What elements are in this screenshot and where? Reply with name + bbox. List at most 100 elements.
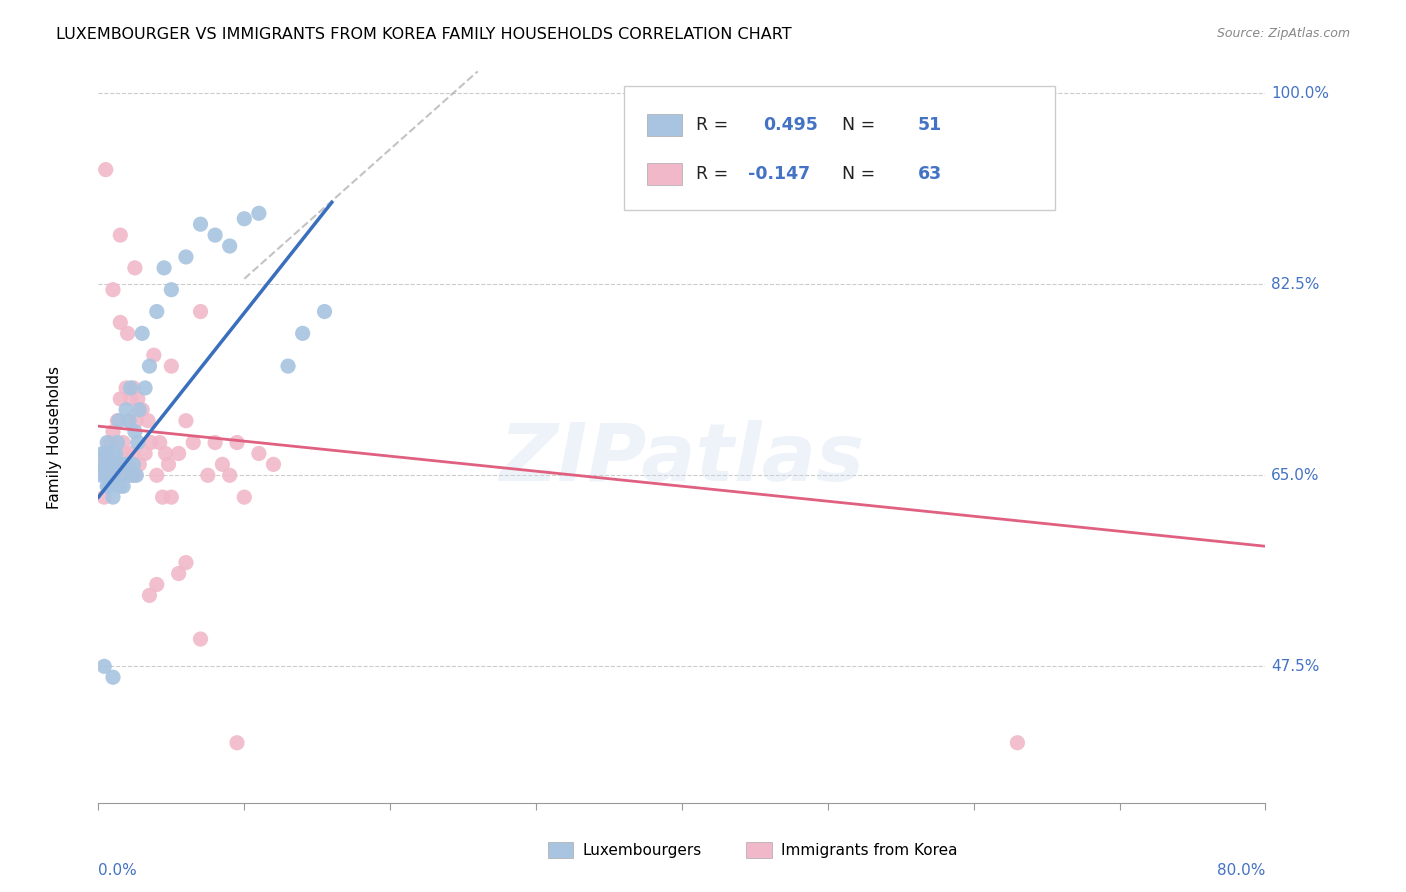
Point xyxy=(174,414,197,428)
Point xyxy=(111,468,134,483)
Text: Source: ZipAtlas.com: Source: ZipAtlas.com xyxy=(1216,27,1350,40)
Point xyxy=(101,425,124,439)
Text: 0.495: 0.495 xyxy=(763,116,818,134)
Point xyxy=(117,458,139,472)
Text: 65.0%: 65.0% xyxy=(1271,467,1320,483)
Point xyxy=(277,359,299,373)
Text: 51: 51 xyxy=(918,116,942,134)
Point xyxy=(167,446,190,460)
FancyBboxPatch shape xyxy=(624,86,1056,211)
Point xyxy=(105,414,128,428)
Point xyxy=(247,206,270,220)
Point xyxy=(103,468,125,483)
Point xyxy=(139,435,162,450)
Point xyxy=(124,260,146,275)
Point xyxy=(112,435,135,450)
Point xyxy=(149,435,172,450)
Point xyxy=(167,566,190,581)
Point xyxy=(218,468,240,483)
Point xyxy=(103,468,125,483)
Point xyxy=(97,458,120,472)
Point xyxy=(110,458,132,472)
Point xyxy=(112,479,135,493)
Text: LUXEMBOURGER VS IMMIGRANTS FROM KOREA FAMILY HOUSEHOLDS CORRELATION CHART: LUXEMBOURGER VS IMMIGRANTS FROM KOREA FA… xyxy=(56,27,792,42)
Text: 47.5%: 47.5% xyxy=(1271,659,1320,673)
Text: N =: N = xyxy=(842,116,880,134)
Point xyxy=(174,556,197,570)
Point xyxy=(100,468,122,483)
Point xyxy=(134,446,156,460)
Point xyxy=(174,250,197,264)
Point xyxy=(118,414,141,428)
Point xyxy=(138,359,160,373)
Point xyxy=(94,446,117,460)
Point xyxy=(94,468,117,483)
Point xyxy=(314,304,336,318)
Point xyxy=(190,304,212,318)
Text: Family Households: Family Households xyxy=(46,366,62,508)
Text: 0.0%: 0.0% xyxy=(98,863,138,878)
Point xyxy=(117,326,139,341)
Point xyxy=(101,490,124,504)
Point xyxy=(152,490,174,504)
Text: R =: R = xyxy=(696,165,734,183)
Text: -0.147: -0.147 xyxy=(748,165,810,183)
Point xyxy=(218,239,240,253)
Point xyxy=(160,490,183,504)
Point xyxy=(155,446,177,460)
Point xyxy=(93,490,115,504)
Point xyxy=(125,468,148,483)
Point xyxy=(153,260,176,275)
Point xyxy=(124,468,146,483)
Point xyxy=(91,446,114,460)
Text: 100.0%: 100.0% xyxy=(1271,86,1329,101)
Point xyxy=(122,381,145,395)
Point xyxy=(204,435,226,450)
Point xyxy=(181,435,204,450)
Point xyxy=(125,414,148,428)
Point xyxy=(136,414,159,428)
Text: Luxembourgers: Luxembourgers xyxy=(582,843,702,858)
Point xyxy=(127,392,149,406)
Point xyxy=(204,228,226,243)
Point xyxy=(94,162,117,177)
Point xyxy=(211,458,233,472)
Point xyxy=(131,326,153,341)
Point xyxy=(263,458,285,472)
Point xyxy=(1007,736,1029,750)
Point xyxy=(100,458,122,472)
Point xyxy=(97,458,120,472)
Point xyxy=(157,458,180,472)
Point xyxy=(90,468,112,483)
Point xyxy=(233,211,256,226)
Point xyxy=(146,304,169,318)
Point xyxy=(110,315,132,329)
Bar xyxy=(647,162,682,185)
Point xyxy=(96,468,118,483)
Point xyxy=(93,659,115,673)
Point xyxy=(115,402,138,417)
Point xyxy=(146,577,169,591)
Point xyxy=(114,446,136,460)
Point xyxy=(117,468,139,483)
Point xyxy=(120,392,142,406)
Point xyxy=(197,468,219,483)
Point xyxy=(104,446,127,460)
Point xyxy=(91,458,114,472)
Point xyxy=(226,736,249,750)
Point xyxy=(97,479,120,493)
Point xyxy=(98,435,121,450)
Point xyxy=(111,468,134,483)
Point xyxy=(160,283,183,297)
Point xyxy=(115,381,138,395)
Point xyxy=(108,458,131,472)
Point xyxy=(160,359,183,373)
Point xyxy=(101,670,124,684)
Point xyxy=(110,392,132,406)
Text: 63: 63 xyxy=(918,165,942,183)
Point xyxy=(101,283,124,297)
Point xyxy=(121,446,143,460)
Text: Immigrants from Korea: Immigrants from Korea xyxy=(782,843,957,858)
Point xyxy=(120,381,142,395)
Point xyxy=(122,458,145,472)
